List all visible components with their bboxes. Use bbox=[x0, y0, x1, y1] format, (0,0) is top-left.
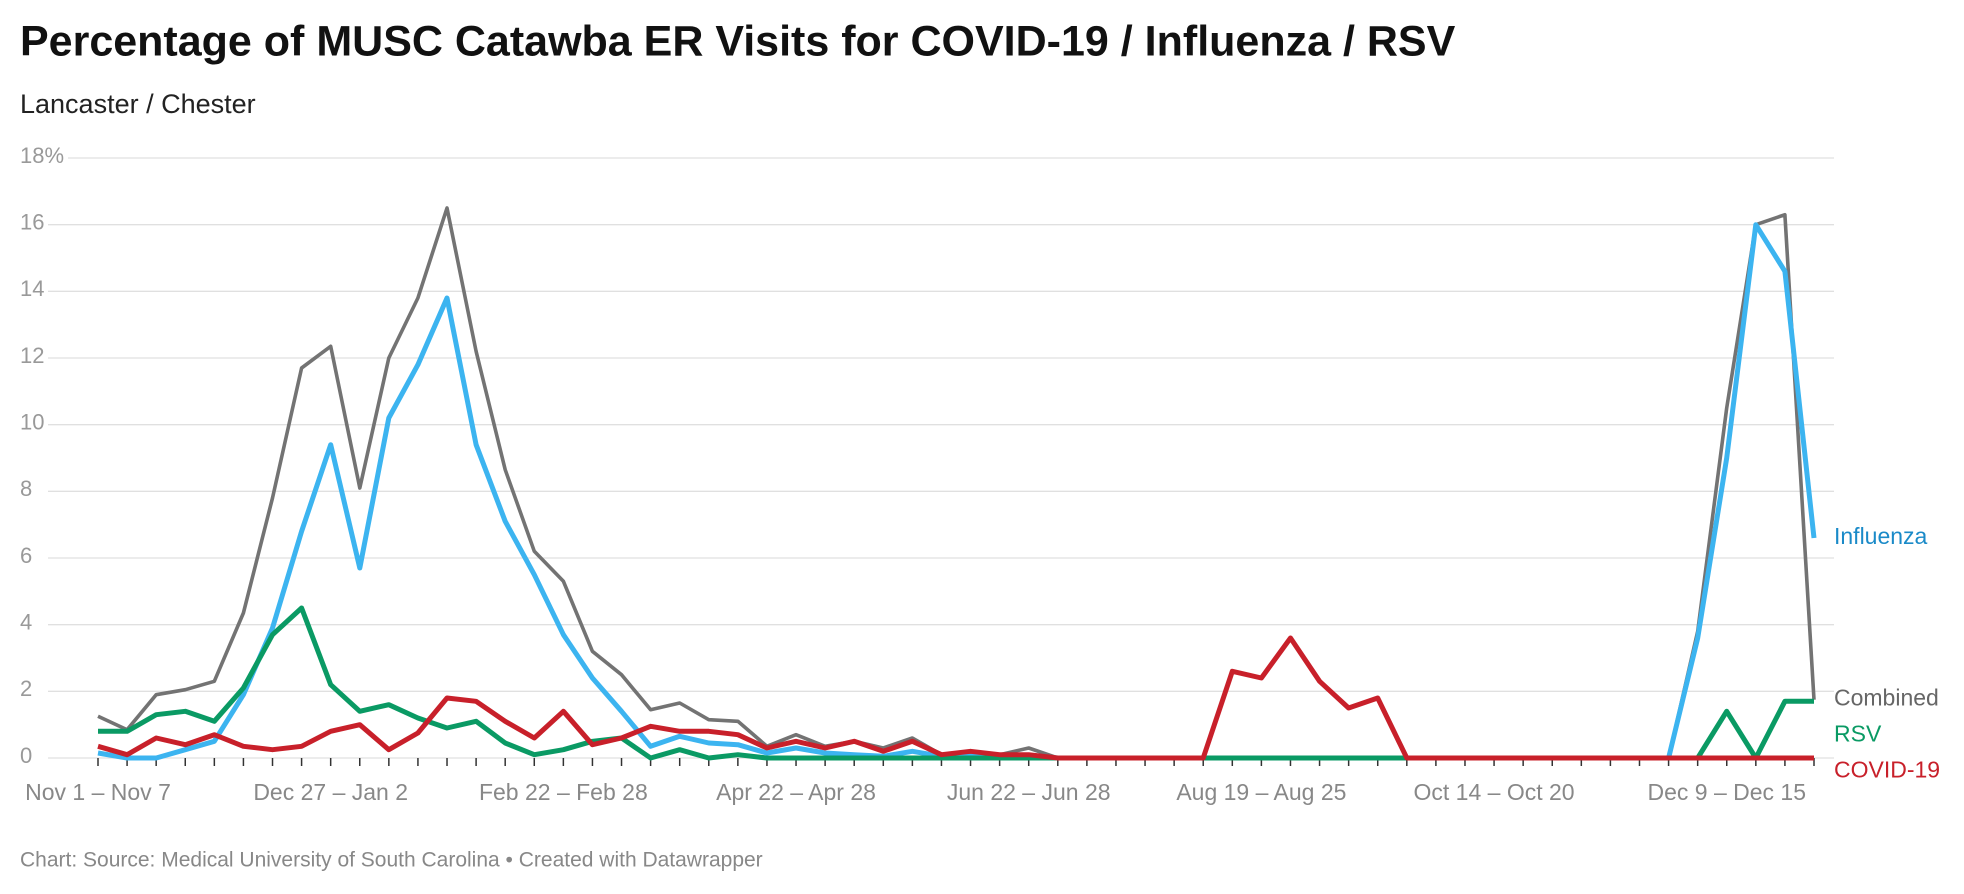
series-line bbox=[97, 206, 1816, 760]
y-tick-label: 4 bbox=[20, 609, 32, 634]
chart-subtitle: Lancaster / Chester bbox=[20, 89, 256, 119]
y-tick-label: 18% bbox=[20, 143, 64, 168]
series-label: Combined bbox=[1834, 685, 1939, 711]
y-tick-label: 8 bbox=[20, 476, 32, 501]
x-tick-label: Feb 22 – Feb 28 bbox=[479, 779, 648, 805]
y-tick-label: 12 bbox=[20, 343, 44, 368]
y-tick-label: 6 bbox=[20, 543, 32, 568]
series-label: COVID-19 bbox=[1834, 757, 1940, 783]
series-label: Influenza bbox=[1834, 523, 1928, 549]
x-tick-label: Apr 22 – Apr 28 bbox=[716, 779, 876, 805]
x-tick-label: Dec 9 – Dec 15 bbox=[1647, 779, 1806, 805]
y-tick-label: 14 bbox=[20, 276, 44, 301]
x-tick-label: Dec 27 – Jan 2 bbox=[253, 779, 408, 805]
y-tick-label: 16 bbox=[20, 209, 44, 234]
x-tick-label: Jun 22 – Jun 28 bbox=[947, 779, 1111, 805]
series-label: RSV bbox=[1834, 721, 1882, 747]
y-tick-label: 0 bbox=[20, 743, 32, 768]
series-line bbox=[98, 605, 1814, 761]
chart-source: Chart: Source: Medical University of Sou… bbox=[20, 849, 763, 872]
x-tick-label: Aug 19 – Aug 25 bbox=[1176, 779, 1346, 805]
chart-title: Percentage of MUSC Catawba ER Visits for… bbox=[20, 17, 1456, 65]
y-tick-label: 2 bbox=[20, 676, 32, 701]
x-tick-label: Oct 14 – Oct 20 bbox=[1414, 779, 1575, 805]
y-tick-label: 10 bbox=[20, 409, 44, 434]
x-tick-label: Nov 1 – Nov 7 bbox=[25, 779, 171, 805]
series-line bbox=[97, 635, 1814, 761]
